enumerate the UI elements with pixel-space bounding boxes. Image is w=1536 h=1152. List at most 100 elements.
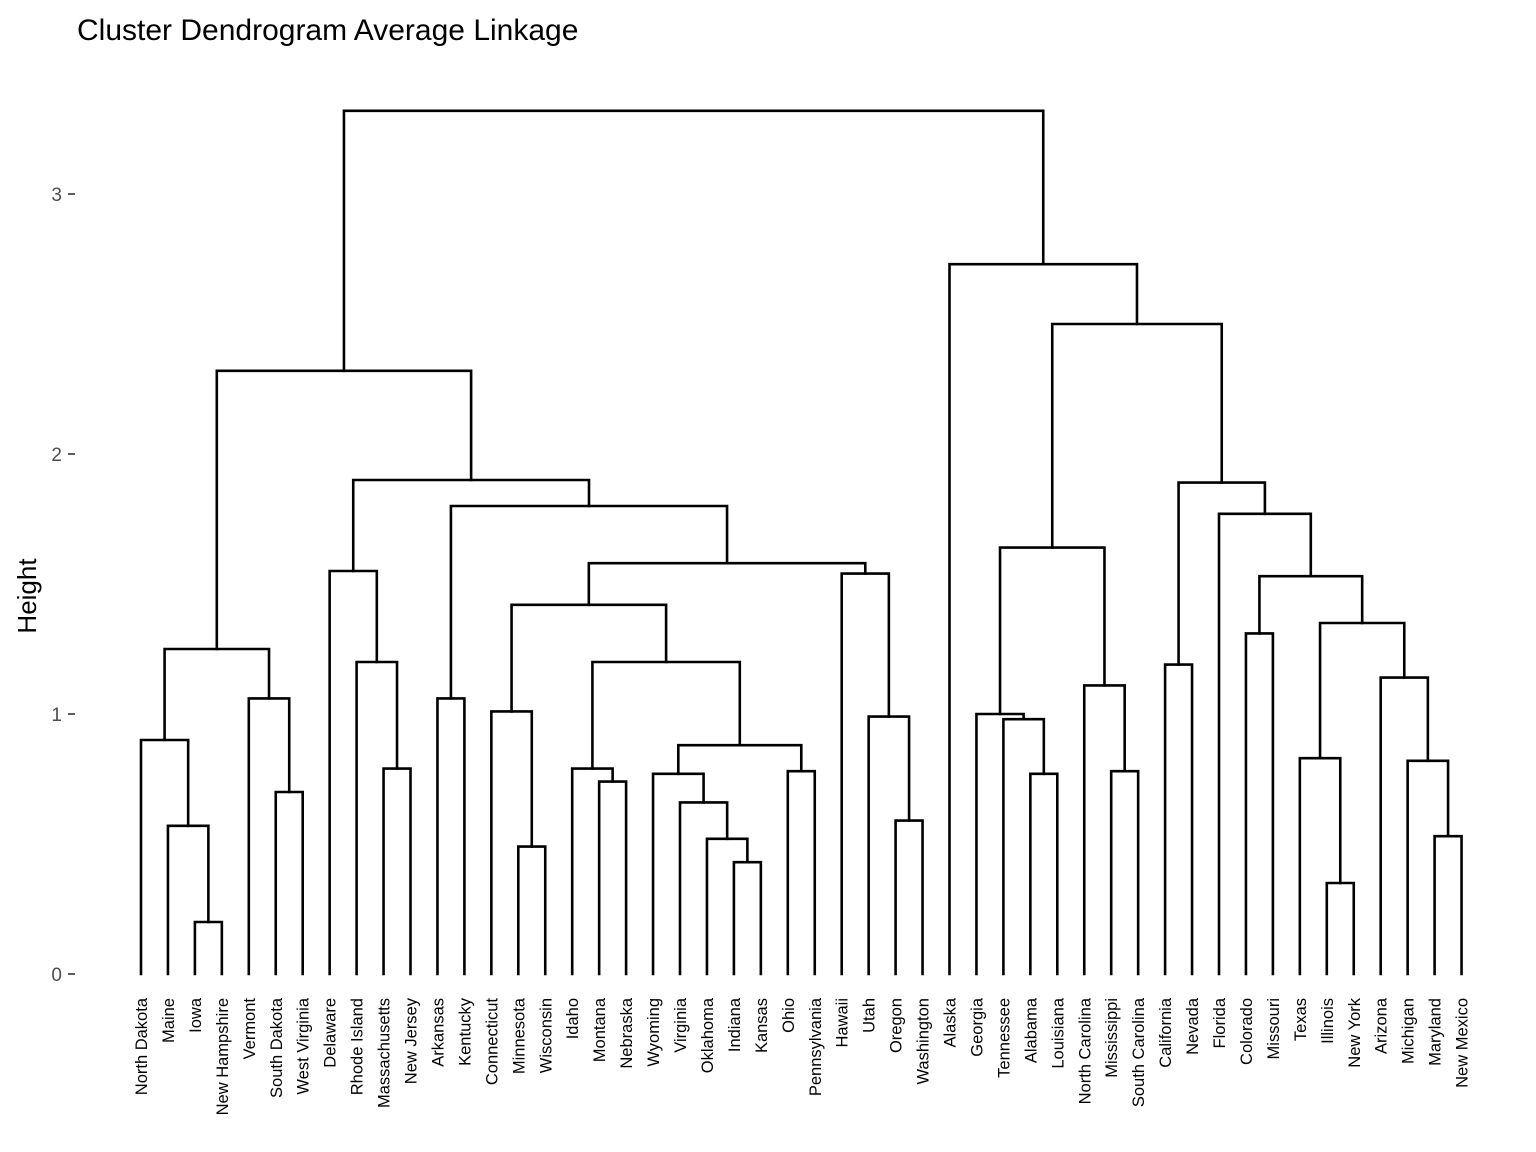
- dendrogram-merge-48: [342, 109, 1045, 373]
- leaf-label-vermont: Vermont: [241, 998, 259, 1060]
- leaf-label-tennessee: Tennessee: [995, 998, 1013, 1078]
- leaf-label-kansas: Kansas: [753, 998, 771, 1053]
- y-tick-label: 0: [51, 965, 62, 986]
- leaf-label-new-mexico: New Mexico: [1454, 998, 1472, 1088]
- leaf-label-oregon: Oregon: [888, 998, 906, 1053]
- dendrogram-merge-36: [1244, 632, 1275, 976]
- leaf-label-wisconsin: Wisconsin: [537, 998, 555, 1073]
- dendrogram-merge-25: [587, 561, 867, 607]
- dendrogram-merge-19: [677, 743, 803, 776]
- leaf-label-south-carolina: South Carolina: [1130, 997, 1148, 1107]
- y-axis: 0 1 2 3: [51, 185, 75, 986]
- leaf-labels: North Dakota Maine Iowa New Hampshire Vermon…: [133, 997, 1472, 1115]
- dendrogram-merge-9: [436, 697, 466, 976]
- leaf-label-washington: Washington: [915, 998, 933, 1085]
- dendrogram-merge-45: [1177, 481, 1267, 666]
- leaf-label-nevada: Nevada: [1184, 997, 1202, 1055]
- leaf-label-new-hampshire: New Hampshire: [214, 998, 232, 1115]
- dendrogram-merge-1: [166, 824, 210, 976]
- dendrogram-merge-2: [139, 738, 190, 976]
- dendrogram-merge-28: [215, 369, 473, 651]
- dendrogram-merge-37: [1325, 881, 1356, 976]
- leaf-label-iowa: Iowa: [187, 997, 205, 1033]
- leaf-label-arizona: Arizona: [1373, 997, 1391, 1054]
- leaf-label-kentucky: Kentucky: [456, 997, 474, 1066]
- dendrogram-merge-33: [1082, 684, 1126, 976]
- leaf-label-texas: Texas: [1292, 998, 1310, 1041]
- dendrogram-merge-32: [1109, 769, 1140, 976]
- leaf-label-wyoming: Wyoming: [645, 998, 663, 1067]
- leaf-label-virginia: Virginia: [672, 997, 690, 1053]
- dendrogram-merge-6: [382, 767, 412, 976]
- dendrogram-merge-0: [193, 920, 224, 976]
- y-tick-label: 2: [51, 445, 62, 466]
- leaf-label-mississippi: Mississippi: [1103, 998, 1121, 1078]
- y-axis-title: Height: [12, 558, 42, 634]
- dendrogram-merge-3: [274, 790, 304, 976]
- dendrogram-merge-4: [247, 697, 291, 976]
- leaf-label-missouri: Missouri: [1265, 998, 1283, 1059]
- leaf-label-louisiana: Louisiana: [1049, 997, 1067, 1068]
- leaf-label-indiana: Indiana: [726, 997, 744, 1052]
- dendrogram-merge-18: [786, 769, 817, 976]
- leaf-label-colorado: Colorado: [1238, 998, 1256, 1065]
- dendrogram-merge-12: [597, 780, 628, 976]
- leaf-label-north-dakota: North Dakota: [133, 997, 151, 1095]
- dendrogram-merge-39: [1433, 834, 1463, 976]
- dendrogram-merge-11: [490, 710, 534, 976]
- leaf-label-georgia: Georgia: [968, 997, 986, 1057]
- leaf-label-illinois: Illinois: [1319, 998, 1337, 1044]
- dendrogram-merge-46: [1050, 322, 1224, 549]
- dendrogram-merge-29: [1029, 772, 1059, 976]
- leaf-label-new-york: New York: [1346, 997, 1364, 1067]
- dendrogram-merge-22: [894, 819, 924, 976]
- dendrogram-merge-24: [840, 572, 891, 976]
- leaf-label-south-dakota: South Dakota: [268, 997, 286, 1098]
- dendrogram-merge-17: [651, 772, 705, 976]
- leaf-label-new-jersey: New Jersey: [403, 997, 421, 1084]
- dendrogram-branches: [139, 109, 1463, 976]
- dendrogram-merge-41: [1379, 676, 1430, 976]
- dendrogram-merge-40: [1406, 759, 1450, 976]
- dendrogram-merge-27: [351, 478, 591, 573]
- leaf-label-montana: Montana: [591, 997, 609, 1062]
- dendrogram-merge-10: [517, 845, 547, 976]
- dendrogram-merge-23: [867, 715, 911, 976]
- leaf-label-oklahoma: Oklahoma: [699, 997, 717, 1073]
- leaf-label-utah: Utah: [861, 998, 879, 1033]
- dendrogram-merge-43: [1258, 574, 1364, 635]
- leaf-label-california: California: [1157, 997, 1175, 1068]
- dendrogram-merge-34: [998, 546, 1106, 716]
- chart-title: Cluster Dendrogram Average Linkage: [77, 14, 578, 47]
- leaf-label-rhode-island: Rhode Island: [349, 998, 367, 1095]
- leaf-label-massachusetts: Massachusetts: [376, 998, 394, 1108]
- dendrogram-merge-8: [328, 569, 379, 976]
- dendrogram-merge-31: [975, 712, 1025, 976]
- leaf-label-nebraska: Nebraska: [618, 997, 636, 1068]
- dendrogram-merge-30: [1002, 717, 1046, 976]
- leaf-label-delaware: Delaware: [322, 998, 340, 1068]
- dendrogram-merge-38: [1298, 756, 1342, 976]
- dendrogram-merge-21: [510, 603, 668, 713]
- leaf-label-florida: Florida: [1211, 997, 1229, 1048]
- leaf-label-minnesota: Minnesota: [510, 997, 528, 1074]
- leaf-label-maine: Maine: [160, 998, 178, 1043]
- leaf-label-idaho: Idaho: [564, 998, 582, 1039]
- dendrogram-merge-16: [678, 801, 729, 976]
- dendrogram-merge-5: [163, 647, 271, 742]
- leaf-label-alaska: Alaska: [942, 997, 960, 1047]
- dendrogram-merge-13: [570, 767, 614, 976]
- leaf-label-west-virginia: West Virginia: [295, 997, 313, 1094]
- leaf-label-michigan: Michigan: [1400, 998, 1418, 1064]
- y-tick-label: 3: [51, 185, 62, 206]
- leaf-label-pennsylvania: Pennsylvania: [807, 997, 825, 1096]
- dendrogram-merge-7: [355, 660, 399, 976]
- y-tick-label: 1: [51, 705, 62, 726]
- leaf-label-north-carolina: North Carolina: [1076, 997, 1094, 1104]
- leaf-label-arkansas: Arkansas: [429, 998, 447, 1067]
- dendrogram-merge-20: [591, 660, 742, 770]
- dendrogram-merge-14: [732, 860, 763, 976]
- leaf-label-connecticut: Connecticut: [483, 998, 501, 1086]
- dendrogram-merge-44: [1217, 512, 1313, 976]
